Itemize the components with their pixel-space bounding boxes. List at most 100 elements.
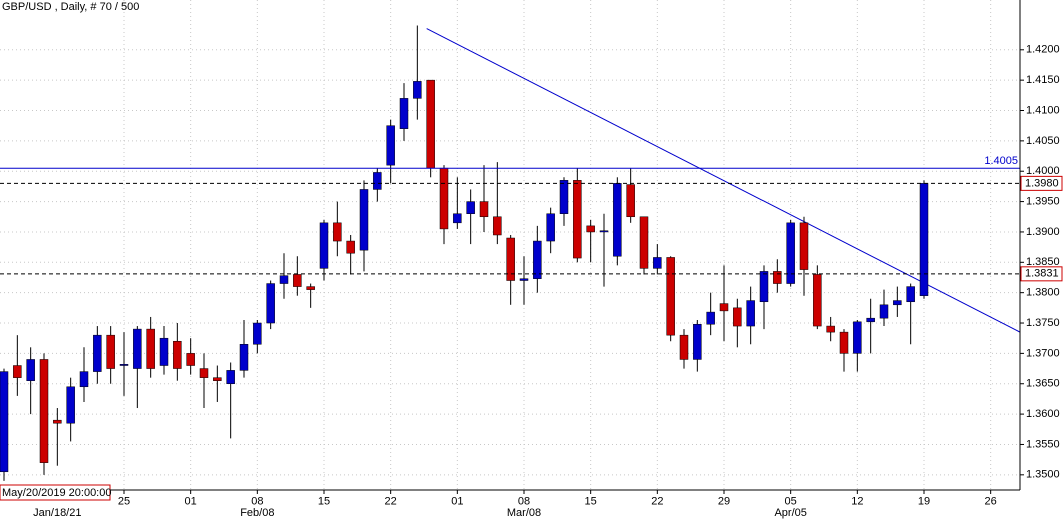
x-tick-label: 01 [451,496,463,508]
x-month-label: Feb/08 [240,507,274,519]
y-tick-label: 1.3700 [1026,347,1060,359]
candle-body [733,307,742,327]
candle-body [799,222,809,270]
candle-body [573,180,582,259]
chart-title: GBP/USD , Daily, # 70 / 500 [2,1,139,13]
level-label: 1.4005 [984,155,1018,167]
candle-body [479,201,489,218]
candle-body [866,317,875,323]
candle-body [666,257,675,336]
y-tick-label: 1.3600 [1026,408,1060,420]
candle-body [26,359,35,381]
cursor-label-box [0,484,111,501]
y-tick-label: 1.4000 [1026,165,1060,177]
x-tick-label: 25 [118,496,130,508]
candle-body [839,331,849,354]
candle-body [559,180,569,214]
x-tick-label: 08 [518,496,530,508]
y-tick-label: 1.3650 [1026,378,1060,390]
x-tick-label: 15 [318,496,330,508]
y-tick-label: 1.3900 [1026,226,1060,238]
candle-body [399,98,409,129]
candle-body [919,183,929,296]
y-tick-label: 1.3500 [1026,469,1060,481]
candle-body [173,340,182,369]
candle-body [599,230,609,233]
level-label: 1.3980 [1025,177,1059,189]
candle-body [106,334,115,369]
x-month-label: Mar/08 [507,507,541,519]
y-tick-label: 1.3750 [1026,317,1060,329]
x-tick-label: 29 [718,496,730,508]
candle-body [306,286,315,290]
candle-body [13,365,22,378]
candle-body [359,189,369,251]
y-tick-label: 1.4200 [1026,44,1060,56]
candle-body [239,344,249,371]
level-label-box [1020,175,1063,191]
x-tick-label: 12 [851,496,863,508]
candle-body [0,371,9,473]
candle-body [639,216,649,269]
x-tick-label: 05 [785,496,797,508]
candle-body [346,240,355,254]
level-label: 1.3831 [1025,268,1059,280]
candle-body [853,321,862,354]
candle-body [813,274,822,327]
candle-body [53,419,62,424]
y-tick-label: 1.4100 [1026,104,1060,116]
candle-body [653,257,662,269]
candle-body [93,334,102,372]
candle-body [719,303,729,312]
candle-body [266,283,275,324]
candle-body [879,304,889,319]
candle-body [66,386,75,424]
candle-body [706,311,715,325]
candle-body [159,337,169,366]
candle-body [626,184,635,218]
candle-body [906,286,915,303]
candle-body [493,216,502,236]
candle-body [186,353,195,366]
x-tick-label: 01 [185,496,197,508]
candle-body [133,328,142,369]
candle-body [546,213,555,242]
x-tick-label: 15 [585,496,597,508]
candle-body [39,359,49,463]
candle-body [586,225,595,233]
candle-body [413,81,422,99]
candle-body [199,368,209,378]
candle-body [213,377,222,381]
candle-body [439,167,449,230]
candle-body [79,371,89,388]
candle-body [253,322,262,345]
candle-body [119,364,129,366]
candle-body [786,222,795,284]
candle-body [533,240,542,279]
candle-body [759,271,769,303]
candle-body [519,278,529,281]
candle-body [466,201,475,214]
y-tick-label: 1.4150 [1026,74,1060,86]
y-tick-label: 1.3850 [1026,256,1060,268]
x-month-label: Jan/18/21 [33,507,81,519]
candle-body [386,125,395,166]
x-tick-label: 22 [385,496,397,508]
x-tick-label: 26 [985,496,997,508]
candle-body [293,274,302,287]
candle-body [826,325,835,333]
candle-body [319,222,329,269]
x-month-label: Apr/05 [774,507,806,519]
y-tick-label: 1.3800 [1026,287,1060,299]
candle-body [893,300,902,306]
y-tick-label: 1.3950 [1026,195,1060,207]
candle-body [279,275,289,284]
candle-body [426,79,435,169]
x-tick-label: 22 [651,496,663,508]
x-tick-label: 08 [251,496,263,508]
candle-body [693,323,702,360]
candle-body [373,172,382,190]
cursor-label: May/20/2019 20:00:00 [2,487,111,499]
candle-body [746,300,755,327]
